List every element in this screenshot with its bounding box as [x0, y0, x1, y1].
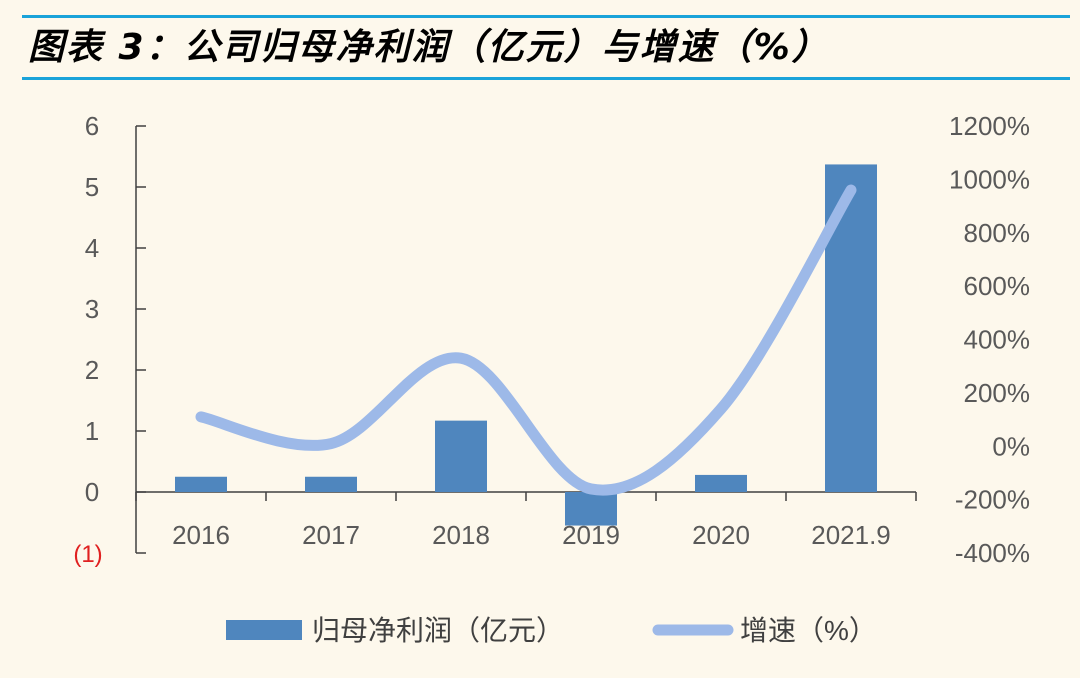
right-axis-tick-label: 1200%	[949, 111, 1030, 141]
growth-rate-line	[195, 184, 857, 496]
right-axis-tick-label: 800%	[964, 218, 1031, 248]
line-layer	[195, 184, 857, 496]
right-axis-tick-label: -400%	[955, 538, 1030, 568]
left-axis-tick-label: 2	[85, 355, 99, 385]
left-axis-tick-label: 1	[85, 416, 99, 446]
bar-2019	[565, 492, 617, 526]
legend-layer: 归母净利润（亿元） 增速（%）	[226, 615, 877, 646]
x-axis-label: 2020	[692, 520, 750, 550]
x-axis-label: 2017	[302, 520, 360, 550]
x-axis-label: 2018	[432, 520, 490, 550]
bar-2018	[435, 420, 487, 492]
right-axis-tick-label: 200%	[964, 378, 1031, 408]
legend-bar-swatch	[226, 620, 302, 640]
bar-2017	[305, 476, 357, 492]
right-axis-tick-label: 400%	[964, 325, 1031, 355]
left-axis-tick-label: 6	[85, 111, 99, 141]
right-axis-tick-label: 0%	[992, 431, 1030, 461]
x-axis-label: 2021.9	[811, 520, 891, 550]
title-top-rule	[22, 15, 1070, 18]
right-axis-tick-label: 1000%	[949, 164, 1030, 194]
legend-line-label: 增速（%）	[740, 615, 877, 646]
bar-2020	[695, 474, 747, 492]
legend-bar-label: 归母净利润（亿元）	[312, 615, 564, 646]
chart-title: 图表 3：公司归母净利润（亿元）与增速（%）	[28, 27, 830, 68]
left-axis-tick-label: (1)	[73, 541, 102, 568]
axes-layer	[135, 125, 917, 554]
title-bottom-rule	[22, 77, 1070, 80]
left-axis-tick-label: 4	[85, 233, 99, 263]
labels-layer: (1) 0 1 2 3 4 5 6 -400% -200% 0% 200% 400% 600% 800% 10…	[73, 111, 1030, 568]
right-axis-tick-label: -200%	[955, 485, 1030, 515]
bar-2016	[175, 476, 227, 492]
left-axis-tick-label: 0	[85, 477, 99, 507]
x-axis-label: 2019	[562, 520, 620, 550]
bars-layer	[175, 164, 877, 526]
left-axis-tick-label: 5	[85, 172, 99, 202]
x-axis-label: 2016	[172, 520, 230, 550]
right-axis-tick-label: 600%	[964, 271, 1031, 301]
left-axis-tick-label: 3	[85, 294, 99, 324]
